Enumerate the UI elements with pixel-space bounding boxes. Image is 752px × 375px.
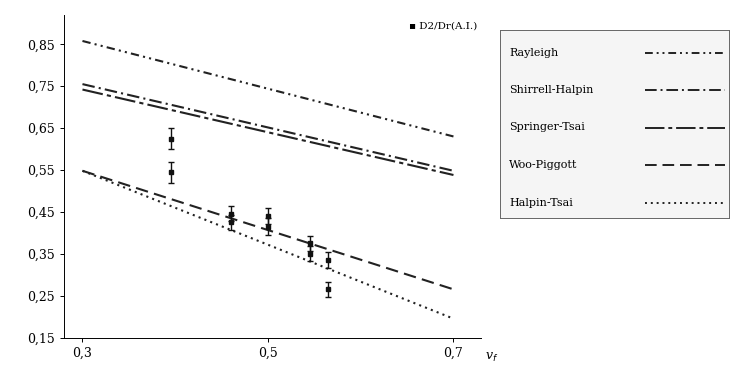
Text: D$_2$/Dr: D$_2$/Dr bbox=[10, 0, 52, 2]
Text: Woo-Piggott: Woo-Piggott bbox=[509, 160, 578, 170]
Text: ▪ D2/Dr(A.I.): ▪ D2/Dr(A.I.) bbox=[409, 21, 477, 30]
Text: v$_f$: v$_f$ bbox=[486, 350, 499, 363]
Text: Rayleigh: Rayleigh bbox=[509, 48, 559, 57]
Text: Shirrell-Halpin: Shirrell-Halpin bbox=[509, 85, 593, 95]
Text: Springer-Tsai: Springer-Tsai bbox=[509, 123, 585, 132]
Text: Halpin-Tsai: Halpin-Tsai bbox=[509, 198, 573, 207]
